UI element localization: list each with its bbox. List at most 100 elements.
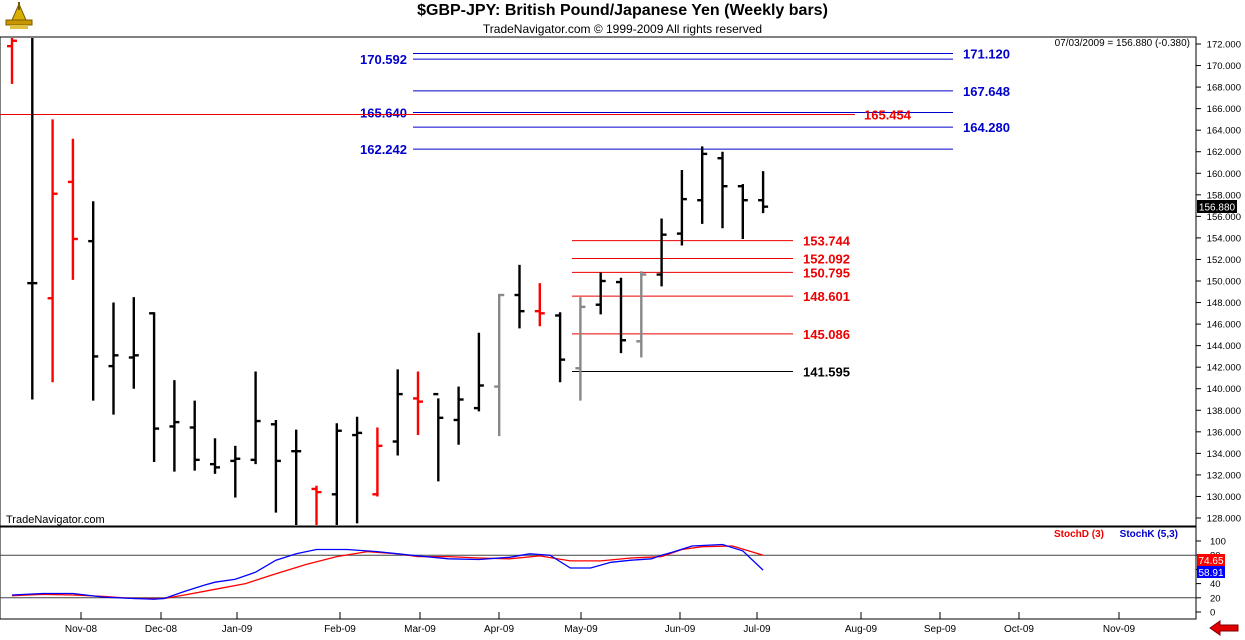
fib-level-label: 167.648: [963, 84, 1010, 99]
price-tick-label: 138.000: [1207, 406, 1241, 417]
x-axis-label: Apr-09: [484, 624, 514, 635]
price-bar: [595, 272, 606, 315]
price-tick-label: 132.000: [1207, 470, 1241, 481]
date-value-readout: 07/03/2009 = 156.880 (-0.380): [1055, 38, 1190, 49]
price-tick-label: 172.000: [1207, 40, 1241, 51]
price-tick-label: 164.000: [1207, 126, 1241, 137]
x-axis-label: Mar-09: [404, 624, 436, 635]
x-axis-label: Feb-09: [324, 624, 356, 635]
price-bar: [473, 332, 484, 412]
price-tick-label: 144.000: [1207, 341, 1241, 352]
price-tick-label: 128.000: [1207, 514, 1241, 525]
price-tick-label: 140.000: [1207, 384, 1241, 395]
price-bar: [636, 271, 647, 358]
fib-level-label: 165.454: [864, 108, 912, 123]
x-axis-label: May-09: [564, 624, 598, 635]
price-tick-label: 170.000: [1207, 61, 1241, 72]
stochk-line: [11, 543, 764, 600]
price-bar: [210, 438, 220, 474]
price-tick-label: 168.000: [1207, 83, 1241, 94]
osc-tick-label: 100: [1210, 537, 1226, 548]
stochd-value: 74.65: [1198, 556, 1223, 567]
fib-level-label: 171.120: [963, 46, 1010, 61]
price-bar: [433, 392, 444, 482]
chart-title: $GBP-JPY: British Pound/Japanese Yen (We…: [417, 2, 828, 19]
stochk-legend: StochK (5,3): [1120, 529, 1178, 540]
price-bar: [555, 312, 566, 383]
x-axis-label: Aug-09: [845, 624, 878, 635]
x-axis-label: Nov-09: [1103, 624, 1136, 635]
price-bar: [230, 445, 241, 498]
price-bar: [758, 171, 769, 214]
stochd-value-badge: [1197, 554, 1225, 566]
price-bar: [149, 312, 160, 462]
fib-level-label: 165.640: [360, 106, 407, 121]
fib-level-label: 162.242: [360, 142, 407, 157]
price-bar: [616, 277, 626, 354]
price-bar: [717, 151, 728, 229]
price-tick-label: 156.000: [1207, 212, 1241, 223]
fib-level-label: 145.086: [803, 327, 850, 342]
price-bar: [270, 419, 281, 513]
price-tick-label: 146.000: [1207, 320, 1241, 331]
x-axis-label: Nov-08: [65, 624, 98, 635]
price-bar: [331, 423, 342, 525]
price-bar: [67, 138, 78, 280]
price-tick-label: 136.000: [1207, 427, 1241, 438]
fib-level-label: 148.601: [803, 289, 850, 304]
watermark-text: TradeNavigator.com: [6, 514, 105, 526]
fib-level-label: 153.744: [803, 234, 851, 249]
price-tick-label: 158.000: [1207, 190, 1241, 201]
price-bar: [291, 429, 302, 525]
stochd-line: [11, 545, 764, 600]
fib-level-label: 150.795: [803, 265, 850, 280]
price-bar: [250, 371, 261, 465]
price-bar: [352, 416, 363, 524]
fib-level-label: 164.280: [963, 120, 1010, 135]
price-tick-label: 150.000: [1207, 277, 1241, 288]
price-tick-label: 134.000: [1207, 449, 1241, 460]
price-tick-label: 148.000: [1207, 298, 1241, 309]
stochd-legend: StochD (3): [1054, 529, 1104, 540]
trade-navigator-logo: [5, 2, 33, 29]
x-axis-label: Dec-08: [145, 624, 178, 635]
price-bar: [88, 201, 99, 401]
price-bar: [453, 386, 464, 445]
price-bar: [372, 427, 383, 497]
x-axis-label: Jun-09: [665, 624, 696, 635]
fib-level-label: 141.595: [803, 365, 850, 380]
price-bar: [575, 297, 586, 401]
price-bar: [697, 146, 708, 224]
price-bar: [169, 380, 180, 472]
fib-level-label: 170.592: [360, 52, 407, 67]
price-bar: [494, 293, 505, 437]
price-bar: [128, 297, 139, 389]
x-axis-label: Sep-09: [924, 624, 957, 635]
osc-tick-label: 0: [1210, 608, 1215, 619]
scroll-left-arrow-icon[interactable]: [1208, 620, 1240, 636]
price-panel-frame: [0, 36, 1197, 527]
price-bar: [514, 264, 525, 329]
price-tick-label: 130.000: [1207, 492, 1241, 503]
stochk-value: 58.91: [1198, 568, 1223, 579]
price-bar: [311, 485, 322, 525]
price-tick-label: 154.000: [1207, 233, 1241, 244]
price-bar: [392, 369, 403, 456]
x-axis-label: Jul-09: [743, 624, 771, 635]
x-axis-label: Jan-09: [222, 624, 253, 635]
osc-tick-label: 20: [1210, 593, 1221, 604]
copyright-text: TradeNavigator.com © 1999-2009 All right…: [482, 22, 763, 36]
fib-level-label: 152.092: [803, 251, 850, 266]
price-bar: [413, 371, 423, 436]
price-bar: [676, 170, 687, 246]
last-price-label: 156.880: [1199, 203, 1236, 214]
price-tick-label: 152.000: [1207, 255, 1241, 266]
x-axis-label: Oct-09: [1004, 624, 1034, 635]
price-tick-label: 160.000: [1207, 169, 1241, 180]
price-bar: [737, 184, 748, 239]
price-tick-label: 166.000: [1207, 104, 1241, 115]
oscillator-panel-frame: [0, 526, 1197, 620]
osc-tick-label: 40: [1210, 579, 1221, 590]
